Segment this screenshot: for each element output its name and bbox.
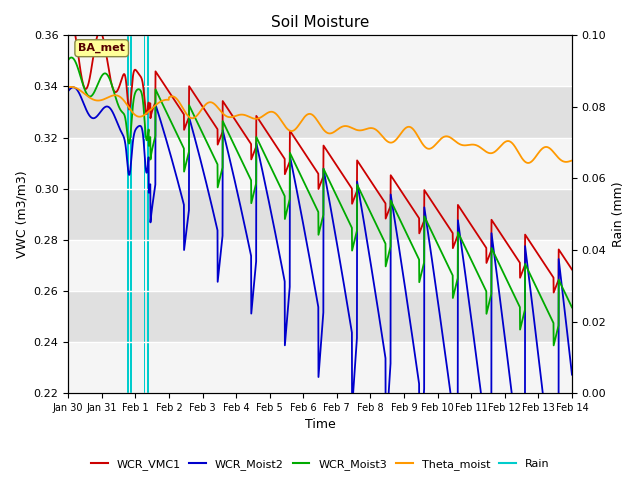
Bar: [127, 36, 129, 393]
Title: Soil Moisture: Soil Moisture: [271, 15, 369, 30]
Y-axis label: VWC (m3/m3): VWC (m3/m3): [15, 170, 28, 258]
X-axis label: Time: Time: [305, 419, 335, 432]
Bar: [68, 240, 572, 291]
Bar: [144, 36, 145, 393]
Bar: [68, 189, 572, 240]
Bar: [68, 86, 572, 138]
Y-axis label: Rain (mm): Rain (mm): [612, 181, 625, 247]
Bar: [68, 138, 572, 189]
Bar: [147, 36, 149, 393]
Legend: WCR_VMC1, WCR_Moist2, WCR_Moist3, Theta_moist, Rain: WCR_VMC1, WCR_Moist2, WCR_Moist3, Theta_…: [86, 455, 554, 474]
Bar: [68, 291, 572, 342]
Text: BA_met: BA_met: [78, 43, 125, 53]
Bar: [68, 342, 572, 393]
Bar: [68, 36, 572, 86]
Bar: [131, 36, 132, 393]
